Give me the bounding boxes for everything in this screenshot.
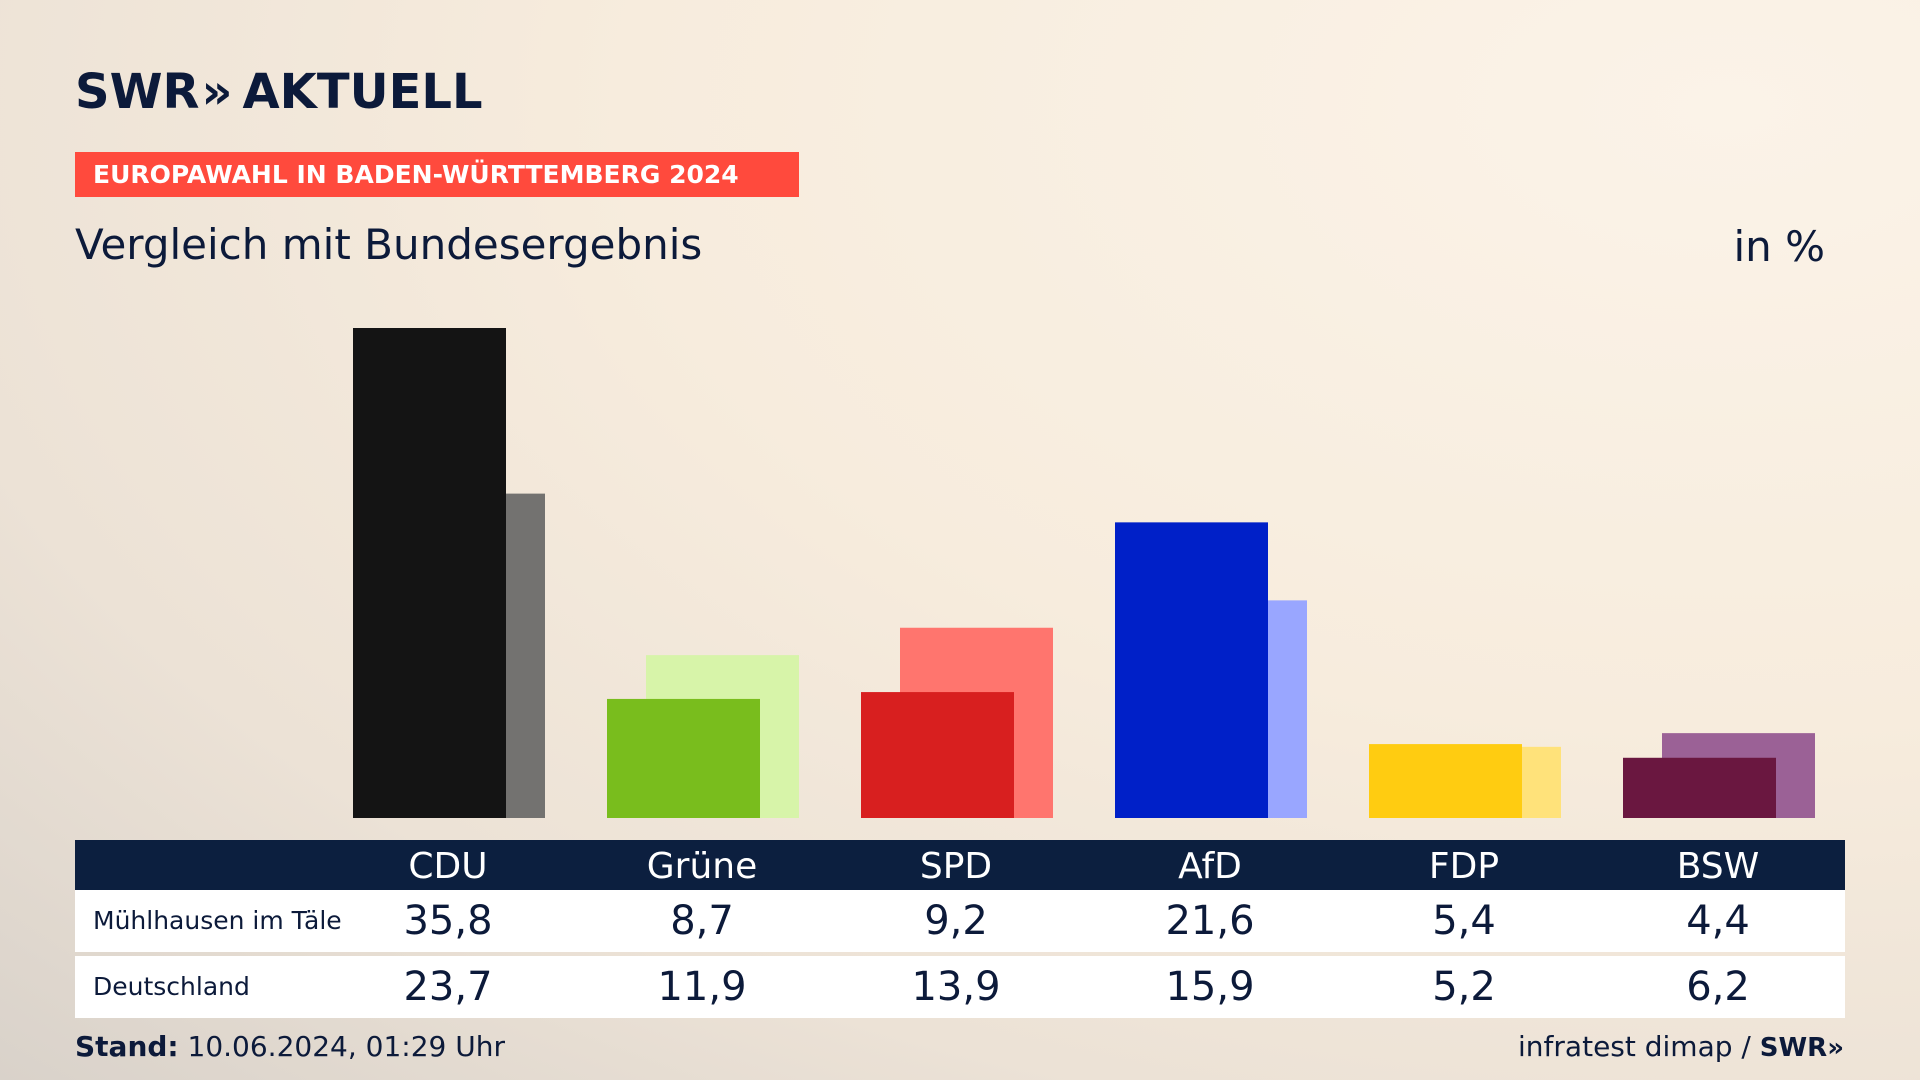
data-label-0-5: 4,4 — [1686, 898, 1750, 944]
source-credit: infratest dimap / SWR» — [1518, 1030, 1844, 1063]
table-row: Deutschland 23,7 11,9 13,9 15,9 5,2 6,2 — [75, 956, 1845, 1018]
bar-muehlhausen-4 — [1369, 744, 1522, 818]
swr-aktuell-logo: SWR» AKTUELL — [75, 64, 483, 120]
table-row: Mühlhausen im Täle 35,8 8,7 9,2 21,6 5,4 4,4 — [75, 890, 1845, 952]
unit-label: in % — [1733, 222, 1825, 271]
election-banner: EUROPAWAHL IN BADEN-WÜRTTEMBERG 2024 — [75, 152, 799, 197]
stand-value: 10.06.2024, 01:29 Uhr — [178, 1030, 505, 1063]
data-label-0-0: 35,8 — [403, 898, 493, 944]
column-header-5: BSW — [1676, 846, 1760, 887]
table-header: CDU Grüne SPD AfD FDP BSW — [75, 840, 1845, 890]
data-label-0-3: 21,6 — [1165, 898, 1255, 944]
column-header-2: SPD — [919, 846, 993, 887]
column-header-3: AfD — [1178, 846, 1242, 887]
column-header-0: CDU — [408, 846, 488, 887]
stand-label: Stand: — [75, 1030, 179, 1063]
logo-swr-text: SWR — [75, 64, 200, 120]
row-label: Mühlhausen im Täle — [93, 906, 342, 935]
data-label-1-5: 6,2 — [1686, 964, 1750, 1010]
bar-muehlhausen-0 — [353, 328, 506, 818]
data-label-1-4: 5,2 — [1432, 964, 1496, 1010]
results-table: CDU Grüne SPD AfD FDP BSW Mühlhausen im Täle … — [75, 840, 1845, 1018]
timestamp: Stand: 10.06.2024, 01:29 Uhr — [75, 1030, 505, 1063]
source-text: infratest dimap / — [1518, 1030, 1751, 1063]
bar-muehlhausen-1 — [607, 698, 760, 818]
bar-muehlhausen-5 — [1623, 757, 1776, 818]
source-swr-logo: SWR» — [1759, 1033, 1844, 1063]
data-label-1-3: 15,9 — [1165, 964, 1255, 1010]
data-label-0-2: 9,2 — [924, 898, 988, 944]
chart-subtitle: Vergleich mit Bundesergebnis — [75, 220, 703, 269]
data-label-1-0: 23,7 — [403, 964, 493, 1010]
row-label: Deutschland — [93, 972, 250, 1001]
bar-muehlhausen-3 — [1115, 522, 1268, 818]
bar-chart — [353, 328, 1815, 818]
data-label-0-4: 5,4 — [1432, 898, 1496, 944]
column-header-1: Grüne — [646, 846, 758, 887]
data-label-1-1: 11,9 — [657, 964, 747, 1010]
logo-aktuell-text: AKTUELL — [242, 64, 483, 120]
data-label-1-2: 13,9 — [911, 964, 1001, 1010]
data-label-0-1: 8,7 — [670, 898, 734, 944]
column-header-4: FDP — [1428, 846, 1500, 887]
bar-muehlhausen-2 — [861, 692, 1014, 818]
